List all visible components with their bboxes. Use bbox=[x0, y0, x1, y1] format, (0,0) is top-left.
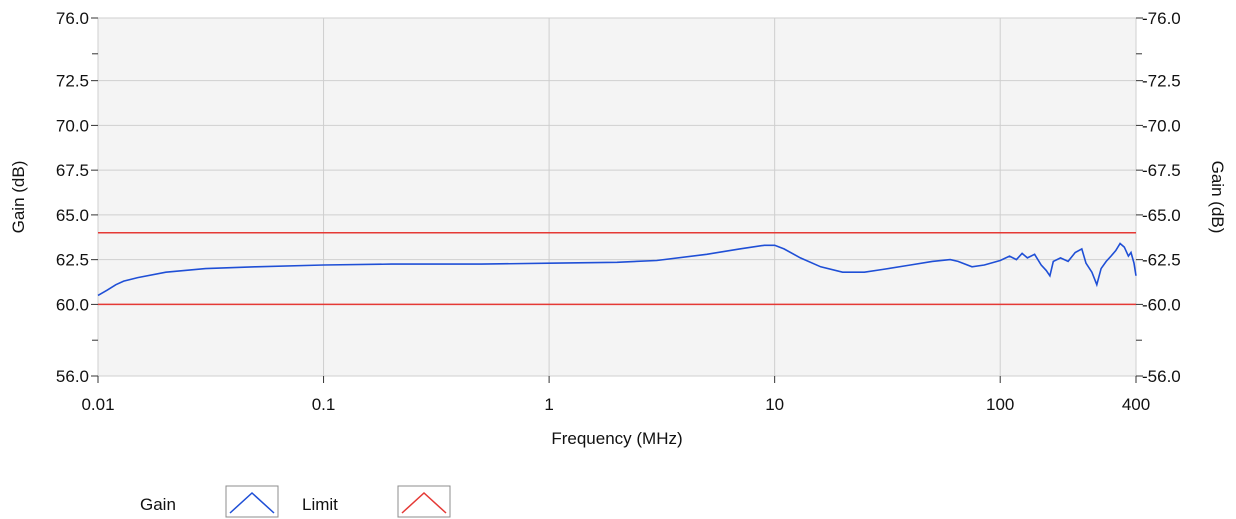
left-y-axis-title: Gain (dB) bbox=[9, 161, 28, 234]
x-axis-title: Frequency (MHz) bbox=[551, 429, 682, 448]
right-y-tick-label: -67.5 bbox=[1142, 161, 1181, 180]
right-y-axis: -56.0 -60.0 -62.5 -65.0 -67.5 -70.0 -72.5 -76.0 bbox=[1136, 9, 1181, 386]
x-tick-label: 0.1 bbox=[312, 395, 336, 414]
x-tick-label: 1 bbox=[544, 395, 553, 414]
y-tick-label: 56.0 bbox=[56, 367, 89, 386]
right-y-tick-label: -70.0 bbox=[1142, 116, 1181, 135]
legend-swatch-line bbox=[229, 491, 275, 514]
right-y-tick-label: -72.5 bbox=[1142, 72, 1181, 91]
y-tick-label: 60.0 bbox=[56, 295, 89, 314]
grid-lines bbox=[97, 17, 1137, 377]
right-y-tick-label: -76.0 bbox=[1142, 9, 1181, 28]
right-y-tick-label: -56.0 bbox=[1142, 367, 1181, 386]
x-axis: 0.01 0.1 1 10 100 400 bbox=[81, 376, 1150, 414]
plot-area bbox=[97, 17, 1137, 377]
x-tick-label: 400 bbox=[1122, 395, 1150, 414]
x-tick-label: 0.01 bbox=[81, 395, 114, 414]
x-tick-label: 100 bbox=[986, 395, 1014, 414]
right-y-axis-title: Gain (dB) bbox=[1208, 161, 1227, 234]
legend-label-limit: Limit bbox=[302, 495, 338, 514]
legend-swatch-box bbox=[397, 485, 451, 518]
legend-swatch-gain bbox=[225, 485, 279, 518]
left-y-axis: 56.0 60.0 62.5 65.0 67.5 70.0 72.5 76.0 bbox=[56, 9, 98, 386]
y-tick-label: 62.5 bbox=[56, 251, 89, 270]
y-tick-label: 70.0 bbox=[56, 116, 89, 135]
right-y-tick-label: -60.0 bbox=[1142, 295, 1181, 314]
legend-swatch-line bbox=[401, 491, 447, 514]
y-tick-label: 67.5 bbox=[56, 161, 89, 180]
legend: Gain Limit bbox=[140, 485, 451, 518]
y-tick-label: 72.5 bbox=[56, 72, 89, 91]
gain-series-line bbox=[97, 242, 1137, 297]
x-tick-label: 10 bbox=[765, 395, 784, 414]
legend-swatch-box bbox=[225, 485, 279, 518]
legend-swatch-limit bbox=[397, 485, 451, 518]
right-y-tick-label: -65.0 bbox=[1142, 206, 1181, 225]
legend-label-gain: Gain bbox=[140, 495, 176, 514]
series-layer bbox=[97, 232, 1137, 306]
y-tick-label: 65.0 bbox=[56, 206, 89, 225]
right-y-tick-label: -62.5 bbox=[1142, 251, 1181, 270]
y-tick-label: 76.0 bbox=[56, 9, 89, 28]
